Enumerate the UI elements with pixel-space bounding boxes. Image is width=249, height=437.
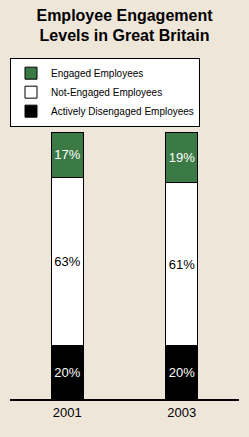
svg-text:Not-Engaged Employees: Not-Engaged Employees (51, 87, 162, 98)
svg-text:Engaged Employees: Engaged Employees (51, 68, 143, 79)
svg-text:63%: 63% (54, 254, 80, 269)
svg-text:Employee EngagementLevels in G: Employee EngagementLevels in Great Brita… (36, 7, 213, 45)
svg-text:Actively Disengaged Employees: Actively Disengaged Employees (51, 106, 194, 117)
svg-text:17%: 17% (54, 147, 80, 162)
svg-text:2001: 2001 (53, 405, 82, 420)
svg-text:19%: 19% (169, 150, 195, 165)
svg-text:20%: 20% (169, 365, 195, 380)
svg-text:20%: 20% (54, 365, 80, 380)
svg-text:2003: 2003 (167, 405, 196, 420)
svg-text:61%: 61% (169, 257, 195, 272)
